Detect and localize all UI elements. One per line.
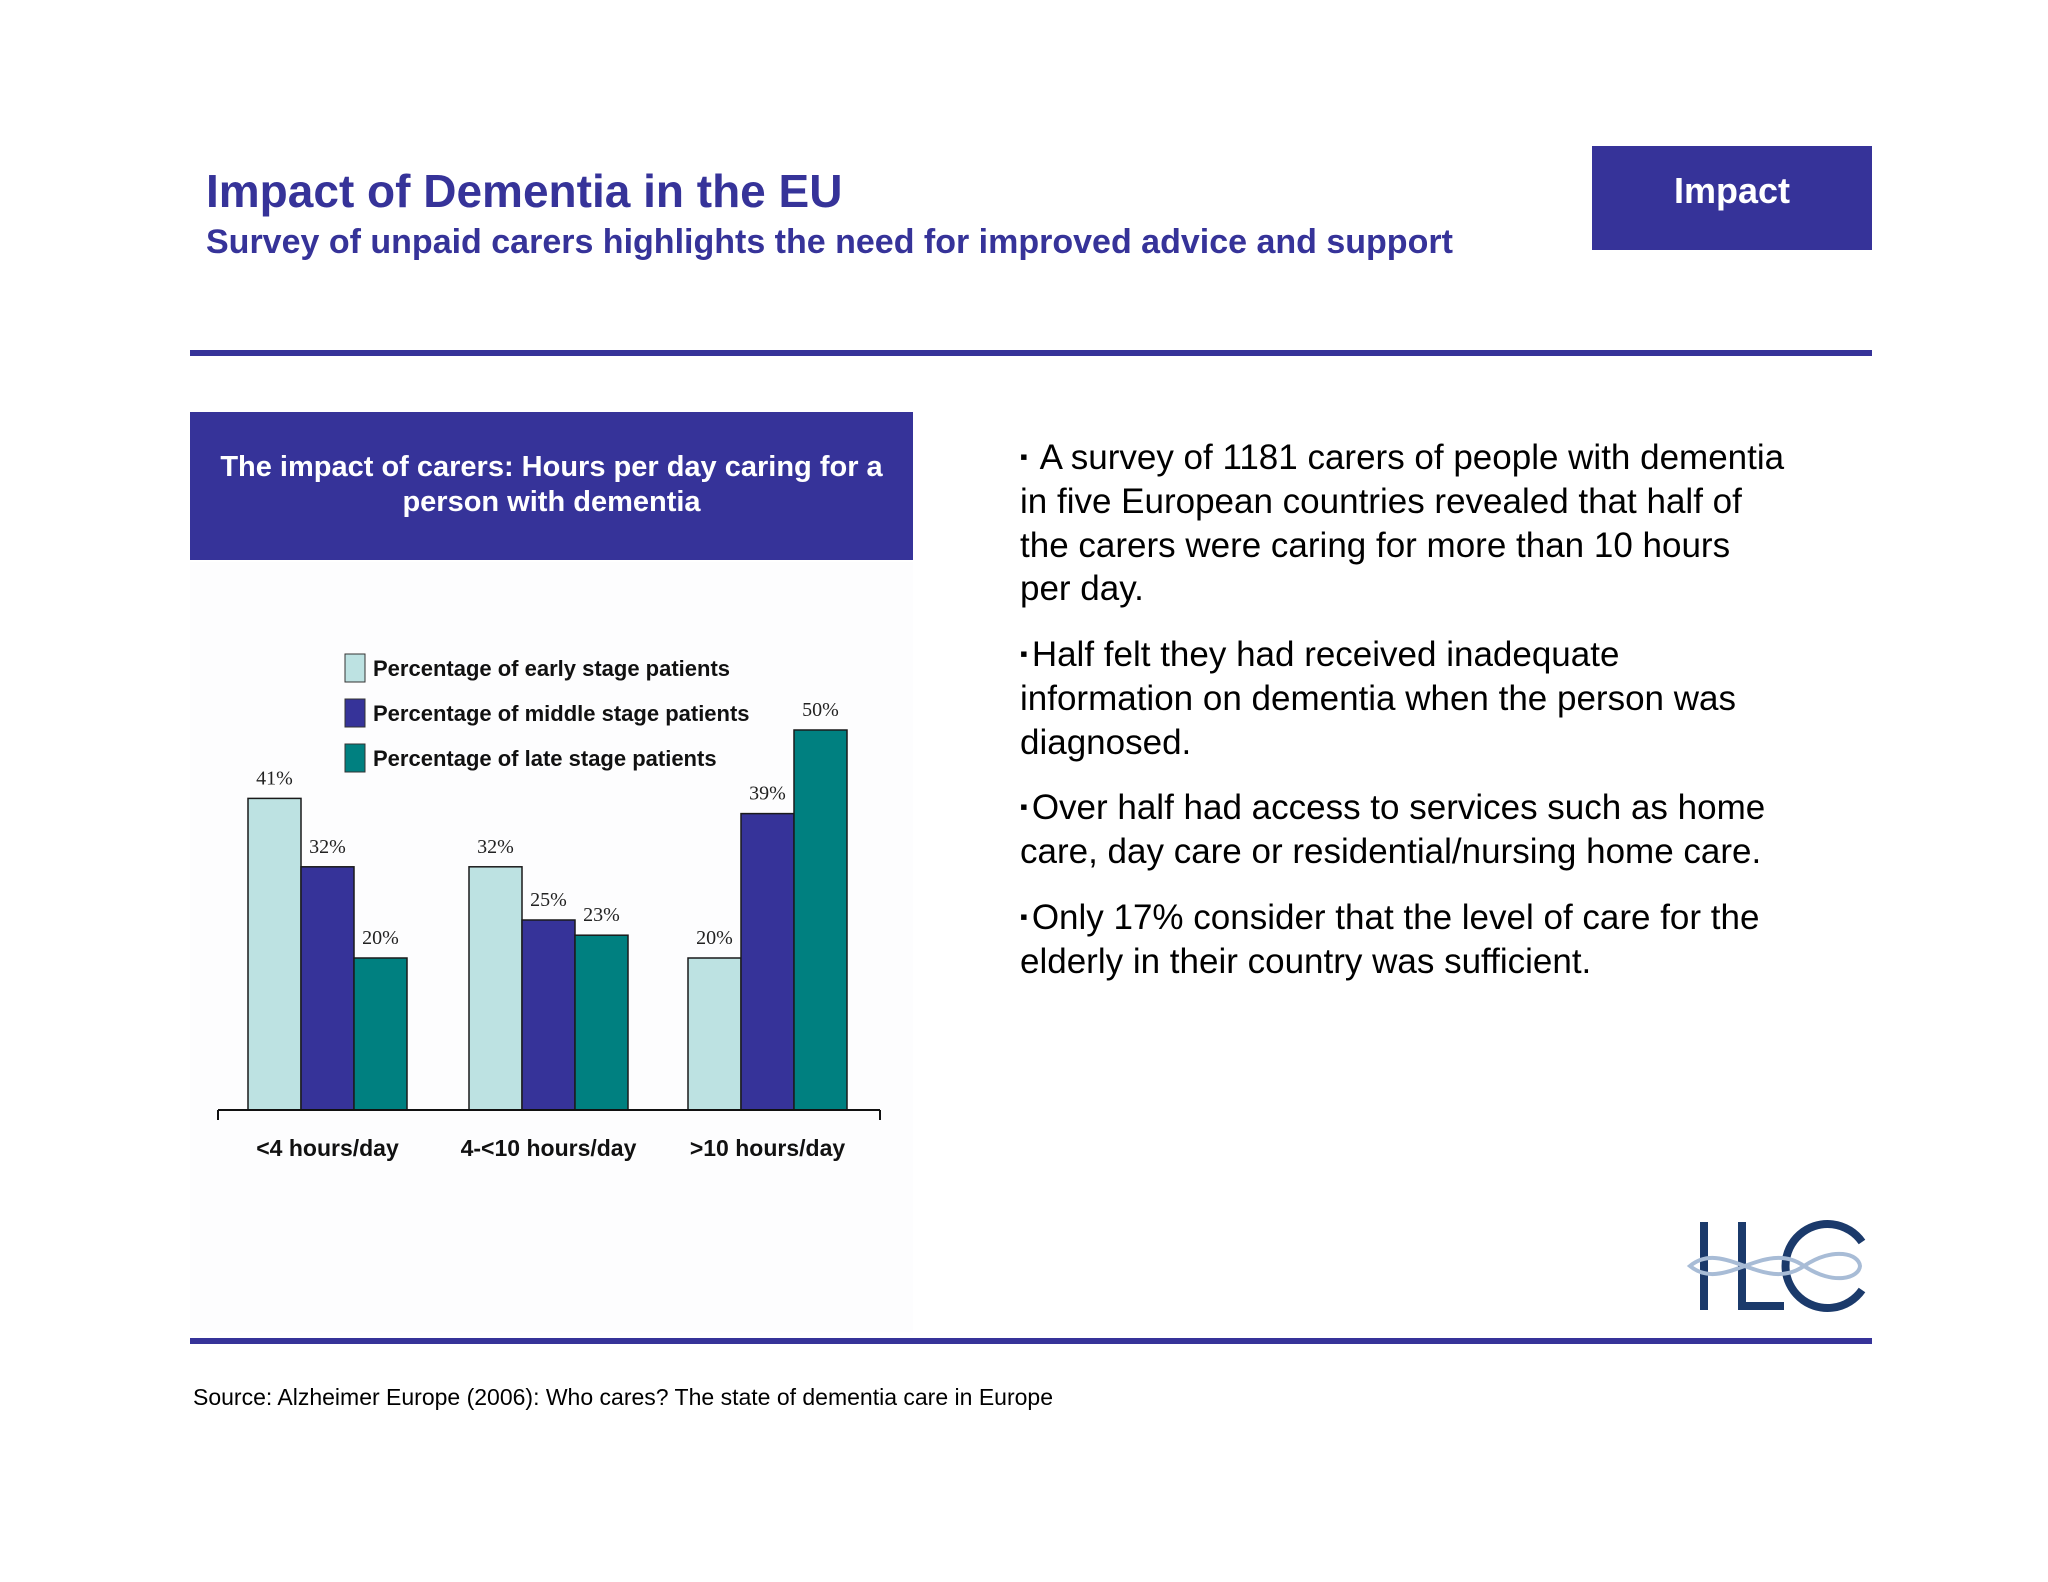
bar [300, 866, 355, 1111]
bullet-text: A survey of 1181 carers of people with d… [1020, 438, 1785, 609]
bullet-marker: ▪ [1020, 444, 1028, 469]
bar-value-label: 41% [256, 767, 293, 789]
bar-value-label: 39% [749, 783, 786, 805]
chart-x-axis: <4 hours/day 4-<10 hours/day >10 hours/day [217, 1109, 881, 1161]
bar [247, 797, 302, 1111]
bar [793, 729, 848, 1111]
chart-legend: Percentage of early stage patients Percen… [344, 653, 750, 773]
category-label: <4 hours/day [256, 1135, 399, 1161]
category-label: 4-<10 hours/day [461, 1135, 637, 1161]
bar-value-label: 50% [802, 699, 839, 721]
ilc-logo [1686, 1220, 1866, 1312]
legend-swatch [344, 653, 366, 683]
legend-swatch [344, 698, 366, 728]
bullet-marker: ▪ [1020, 641, 1028, 666]
bar [574, 934, 629, 1111]
section-badge: Impact [1592, 146, 1872, 250]
bullet-marker: ▪ [1020, 794, 1028, 820]
bar [521, 919, 576, 1111]
bar-value-label: 32% [477, 836, 514, 858]
bullet-item: ▪ Half felt they had received inadequate … [1020, 633, 1790, 764]
top-divider [190, 350, 1872, 356]
bar-value-label: 25% [530, 889, 567, 911]
bullet-item: ▪ Over half had access to services such a… [1020, 786, 1790, 874]
bottom-divider [190, 1338, 1872, 1344]
bullet-list: ▪ A survey of 1181 carers of people with… [1020, 436, 1790, 1005]
page-title: Impact of Dementia in the EU [206, 165, 843, 217]
page-subtitle: Survey of unpaid carers highlights the n… [206, 223, 1453, 261]
logo-letter-l-foot [1738, 1302, 1784, 1310]
bullet-text: Only 17% consider that the level of care… [1020, 897, 1760, 981]
bar-value-label: 20% [362, 927, 399, 949]
bar [468, 866, 523, 1111]
legend-label: Percentage of early stage patients [373, 656, 730, 681]
legend-label: Percentage of late stage patients [373, 746, 717, 771]
legend-label: Percentage of middle stage patients [373, 701, 750, 726]
bar [353, 957, 408, 1111]
bullet-marker: ▪ [1020, 903, 1028, 929]
bullet-text: Half felt they had received inadequate i… [1020, 635, 1736, 762]
bar [687, 957, 742, 1111]
bar-value-label: 32% [309, 836, 346, 858]
chart-header: The impact of carers: Hours per day cari… [190, 412, 913, 560]
source-note: Source: Alzheimer Europe (2006): Who car… [193, 1384, 1053, 1410]
logo-letter-c [1781, 1220, 1866, 1312]
logo-letter-i [1700, 1222, 1708, 1310]
bullet-text: Over half had access to services such as… [1020, 788, 1766, 871]
chart-panel: Percentage of early stage patients Percen… [190, 562, 913, 1332]
section-badge-label: Impact [1673, 170, 1791, 211]
bullet-item: ▪ Only 17% consider that the level of car… [1020, 896, 1790, 984]
bar-value-label: 20% [696, 927, 733, 949]
category-label: >10 hours/day [690, 1135, 846, 1161]
chart-bars: 41% 32% 20% 32% 25% 23% 20% 39% 50% [247, 699, 848, 1111]
logo-infinity-swoosh [1686, 1251, 1863, 1281]
bullet-item: ▪ A survey of 1181 carers of people with… [1020, 436, 1790, 611]
bar-chart: Percentage of early stage patients Percen… [217, 653, 881, 1161]
legend-swatch [344, 743, 366, 773]
bar [740, 812, 795, 1111]
bar-value-label: 23% [583, 904, 620, 926]
